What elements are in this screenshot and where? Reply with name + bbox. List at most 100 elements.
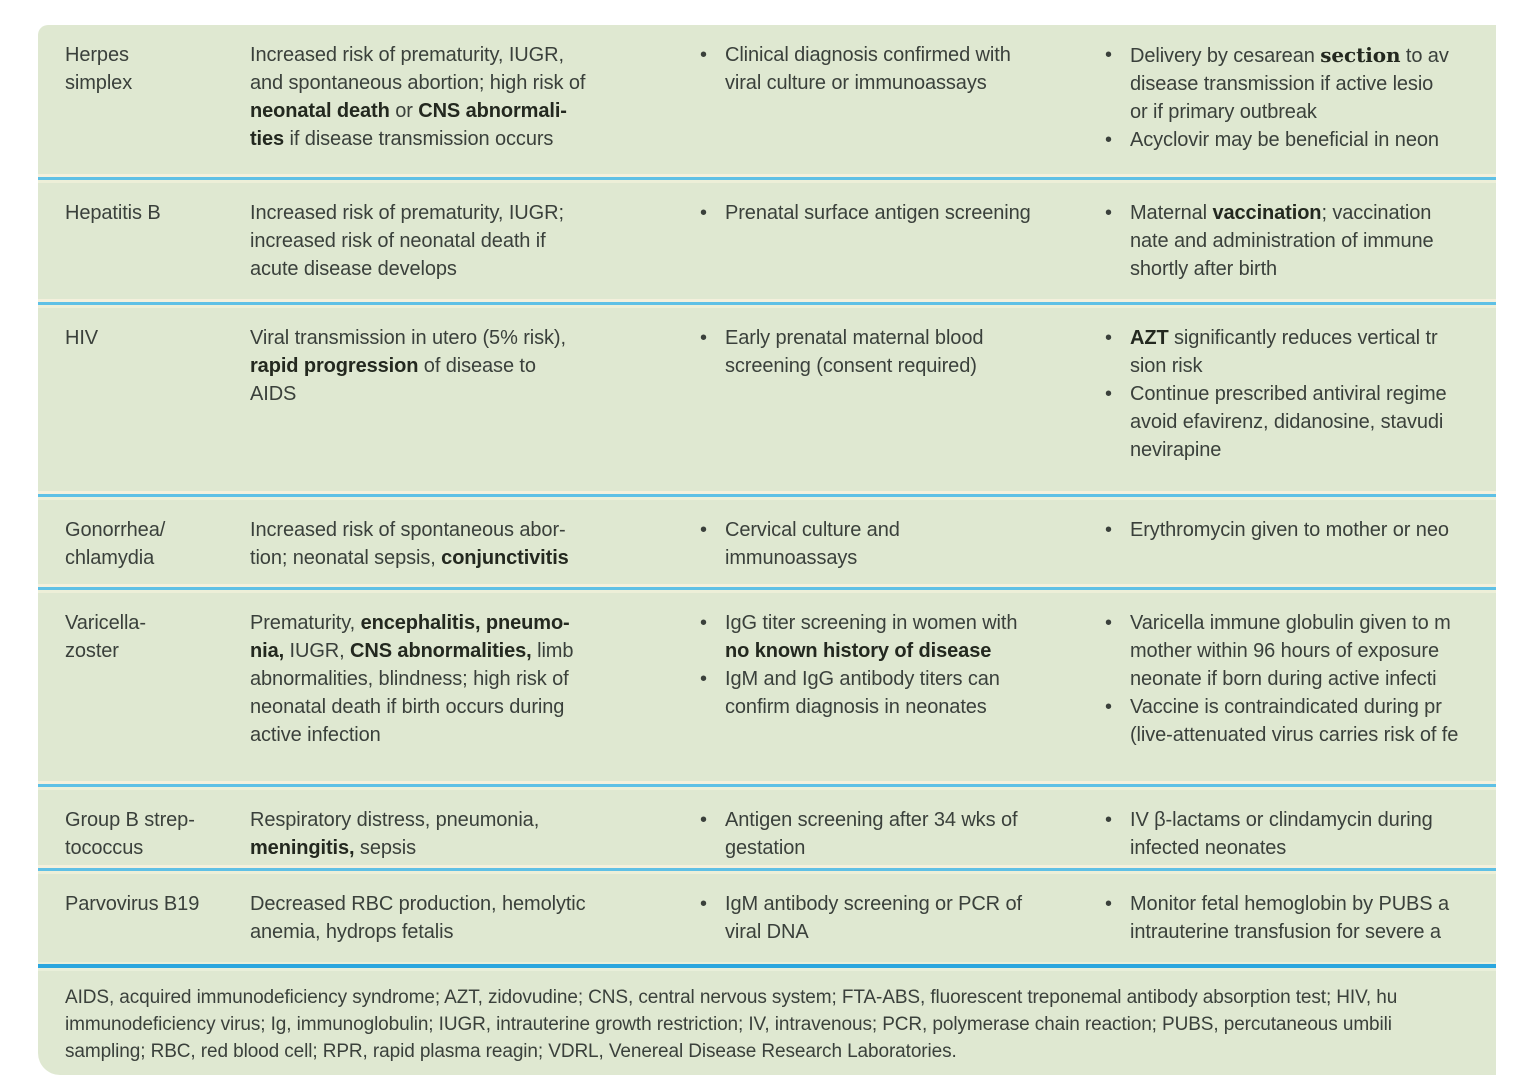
diagnosis-line: Clinical diagnosis confirmed with — [725, 41, 1011, 69]
disease-name-line: simplex — [65, 72, 133, 94]
row-divider — [38, 174, 1496, 183]
effects-line: rapid progression of disease to — [250, 352, 685, 380]
text-segment: Acyclovir may be beneficial in neon — [1130, 129, 1439, 151]
col-disease: Varicella-zoster — [65, 609, 250, 781]
effects-line: ties if disease transmission occurs — [250, 125, 685, 153]
col-disease: Hepatitis B — [65, 199, 250, 299]
text-segment: limb — [531, 640, 574, 662]
treatment-line: avoid efavirenz, didanosine, stavudi — [1130, 408, 1447, 436]
col-disease: HIV — [65, 324, 250, 491]
text-segment: and spontaneous abortion; high risk of — [250, 72, 586, 94]
col-diagnosis: • Prenatal surface antigen screening — [685, 199, 1090, 299]
diagnosis-line: Antigen screening after 34 wks of — [725, 806, 1018, 834]
table-row: Parvovirus B19 Decreased RBC production, … — [38, 874, 1496, 962]
text-segment: increased risk of neonatal death if — [250, 230, 546, 252]
text-segment: neonatal death — [250, 100, 390, 122]
treatment-item: • Erythromycin given to mother or neo — [1090, 516, 1496, 544]
row-divider — [38, 865, 1496, 874]
bullet-icon: • — [700, 809, 707, 831]
text-segment: encephalitis, pneumo- — [360, 612, 570, 634]
diagnosis-text: Prenatal surface antigen screening — [725, 199, 1031, 227]
col-treatment: • Varicella immune globulin given to m mot… — [1090, 609, 1496, 781]
treatment-line: or if primary outbreak — [1130, 98, 1449, 126]
treatment-item: • AZT significantly reduces vertical tr si… — [1090, 324, 1496, 380]
col-treatment: • AZT significantly reduces vertical tr si… — [1090, 324, 1496, 491]
treatment-line: (live-attenuated virus carries risk of f… — [1130, 721, 1458, 749]
effects-line: Prematurity, encephalitis, pneumo- — [250, 609, 685, 637]
treatment-line: Maternal vaccination; vaccination — [1130, 199, 1434, 227]
col-treatment: • Delivery by cesarean section to av disea… — [1090, 41, 1496, 174]
diagnosis-line: Early prenatal maternal blood — [725, 324, 983, 352]
bullet-icon: • — [700, 893, 707, 915]
diagnosis-text: Cervical culture and immunoassays — [725, 516, 900, 572]
diagnosis-item: • IgM and IgG antibody titers can confirm … — [685, 665, 1090, 721]
disease-name-line: zoster — [65, 640, 119, 662]
bullet-icon: • — [700, 668, 707, 690]
treatment-line: AZT significantly reduces vertical tr — [1130, 324, 1438, 352]
text-segment: Increased risk of prematurity, IUGR, — [250, 44, 564, 66]
treatment-line: mother within 96 hours of exposure — [1130, 637, 1451, 665]
treatment-item: • Varicella immune globulin given to m mot… — [1090, 609, 1496, 693]
text-segment: significantly reduces vertical tr — [1168, 327, 1438, 349]
text-segment: mother within 96 hours of exposure — [1130, 640, 1439, 662]
treatment-text: Erythromycin given to mother or neo — [1130, 516, 1449, 544]
footnote-line: immunodeficiency virus; Ig, immunoglobul… — [65, 1014, 1392, 1035]
diagnosis-text: IgM and IgG antibody titers can confirm d… — [725, 665, 1000, 721]
treatment-line: sion risk — [1130, 352, 1438, 380]
footnote-line: sampling; RBC, red blood cell; RPR, rapi… — [65, 1041, 957, 1062]
text-segment: gestation — [725, 837, 806, 859]
col-disease: Parvovirus B19 — [65, 890, 250, 962]
bullet-icon: • — [700, 612, 707, 634]
bullet-icon: • — [1105, 44, 1112, 66]
text-segment: ; vaccination — [1321, 202, 1432, 224]
text-segment: anemia, hydrops fetalis — [250, 921, 454, 943]
diagnosis-line: Prenatal surface antigen screening — [725, 199, 1031, 227]
treatment-line: IV β-lactams or clindamycin during — [1130, 806, 1433, 834]
text-segment: Varicella immune globulin given to m — [1130, 612, 1451, 634]
text-segment: Monitor fetal hemoglobin by PUBS a — [1130, 893, 1449, 915]
text-segment: immunoassays — [725, 547, 858, 569]
effects-line: increased risk of neonatal death if — [250, 227, 685, 255]
effects-line: neonatal death or CNS abnormali- — [250, 97, 685, 125]
treatment-item: • Monitor fetal hemoglobin by PUBS a intra… — [1090, 890, 1496, 946]
col-disease: Group B strep-tococcus — [65, 806, 250, 865]
table-body: Herpes simplex Increased risk of prematuri… — [38, 25, 1496, 962]
table-row: Gonorrhea/chlamydia Increased risk of spo… — [38, 500, 1496, 584]
effects-line: neonatal death if birth occurs during — [250, 693, 685, 721]
effects-line: anemia, hydrops fetalis — [250, 918, 685, 946]
text-segment: if disease transmission occurs — [284, 128, 554, 150]
table-row: Varicella-zoster Prematurity, encephaliti… — [38, 593, 1496, 781]
text-segment: active infection — [250, 724, 381, 746]
text-segment: Prematurity, — [250, 612, 361, 634]
text-segment: disease transmission if active lesio — [1130, 73, 1434, 95]
text-segment: Clinical diagnosis confirmed with — [725, 44, 1011, 66]
diagnosis-line: immunoassays — [725, 544, 900, 572]
bullet-icon: • — [1105, 327, 1112, 349]
effects-line: Increased risk of spontaneous abor- — [250, 516, 685, 544]
table-row: Group B strep-tococcus Respiratory distre… — [38, 790, 1496, 865]
effects-line: AIDS — [250, 380, 685, 408]
treatment-line: nevirapine — [1130, 436, 1447, 464]
row-divider — [38, 299, 1496, 308]
col-effects: Respiratory distress, pneumonia, meningit… — [250, 806, 685, 865]
bullet-icon: • — [1105, 893, 1112, 915]
col-effects: Viral transmission in utero (5% risk), ra… — [250, 324, 685, 491]
effects-line: nia, IUGR, CNS abnormalities, limb — [250, 637, 685, 665]
text-segment: Prenatal surface antigen screening — [725, 202, 1031, 224]
text-segment: shortly after birth — [1130, 258, 1278, 280]
text-segment: of disease to — [418, 355, 536, 377]
bullet-icon: • — [1105, 129, 1112, 151]
diagnosis-line: viral culture or immunoassays — [725, 69, 1011, 97]
text-segment: Respiratory distress, pneumonia, — [250, 809, 540, 831]
text-segment: confirm diagnosis in neonates — [725, 696, 987, 718]
treatment-text: Maternal vaccination; vaccination nate an… — [1130, 199, 1434, 283]
text-segment: screening (consent required) — [725, 355, 977, 377]
effects-line: and spontaneous abortion; high risk of — [250, 69, 685, 97]
text-segment: viral culture or immunoassays — [725, 72, 987, 94]
bullet-icon: • — [1105, 809, 1112, 831]
treatment-item: • Continue prescribed antiviral regime avo… — [1090, 380, 1496, 464]
footnote-line: AIDS, acquired immunodeficiency syndrome… — [65, 987, 1398, 1008]
footnote-abbreviations: AIDS, acquired immunodeficiency syndrome… — [38, 971, 1496, 1065]
diagnosis-text: IgG titer screening in women with no know… — [725, 609, 1017, 665]
text-segment: vaccination — [1212, 202, 1322, 224]
